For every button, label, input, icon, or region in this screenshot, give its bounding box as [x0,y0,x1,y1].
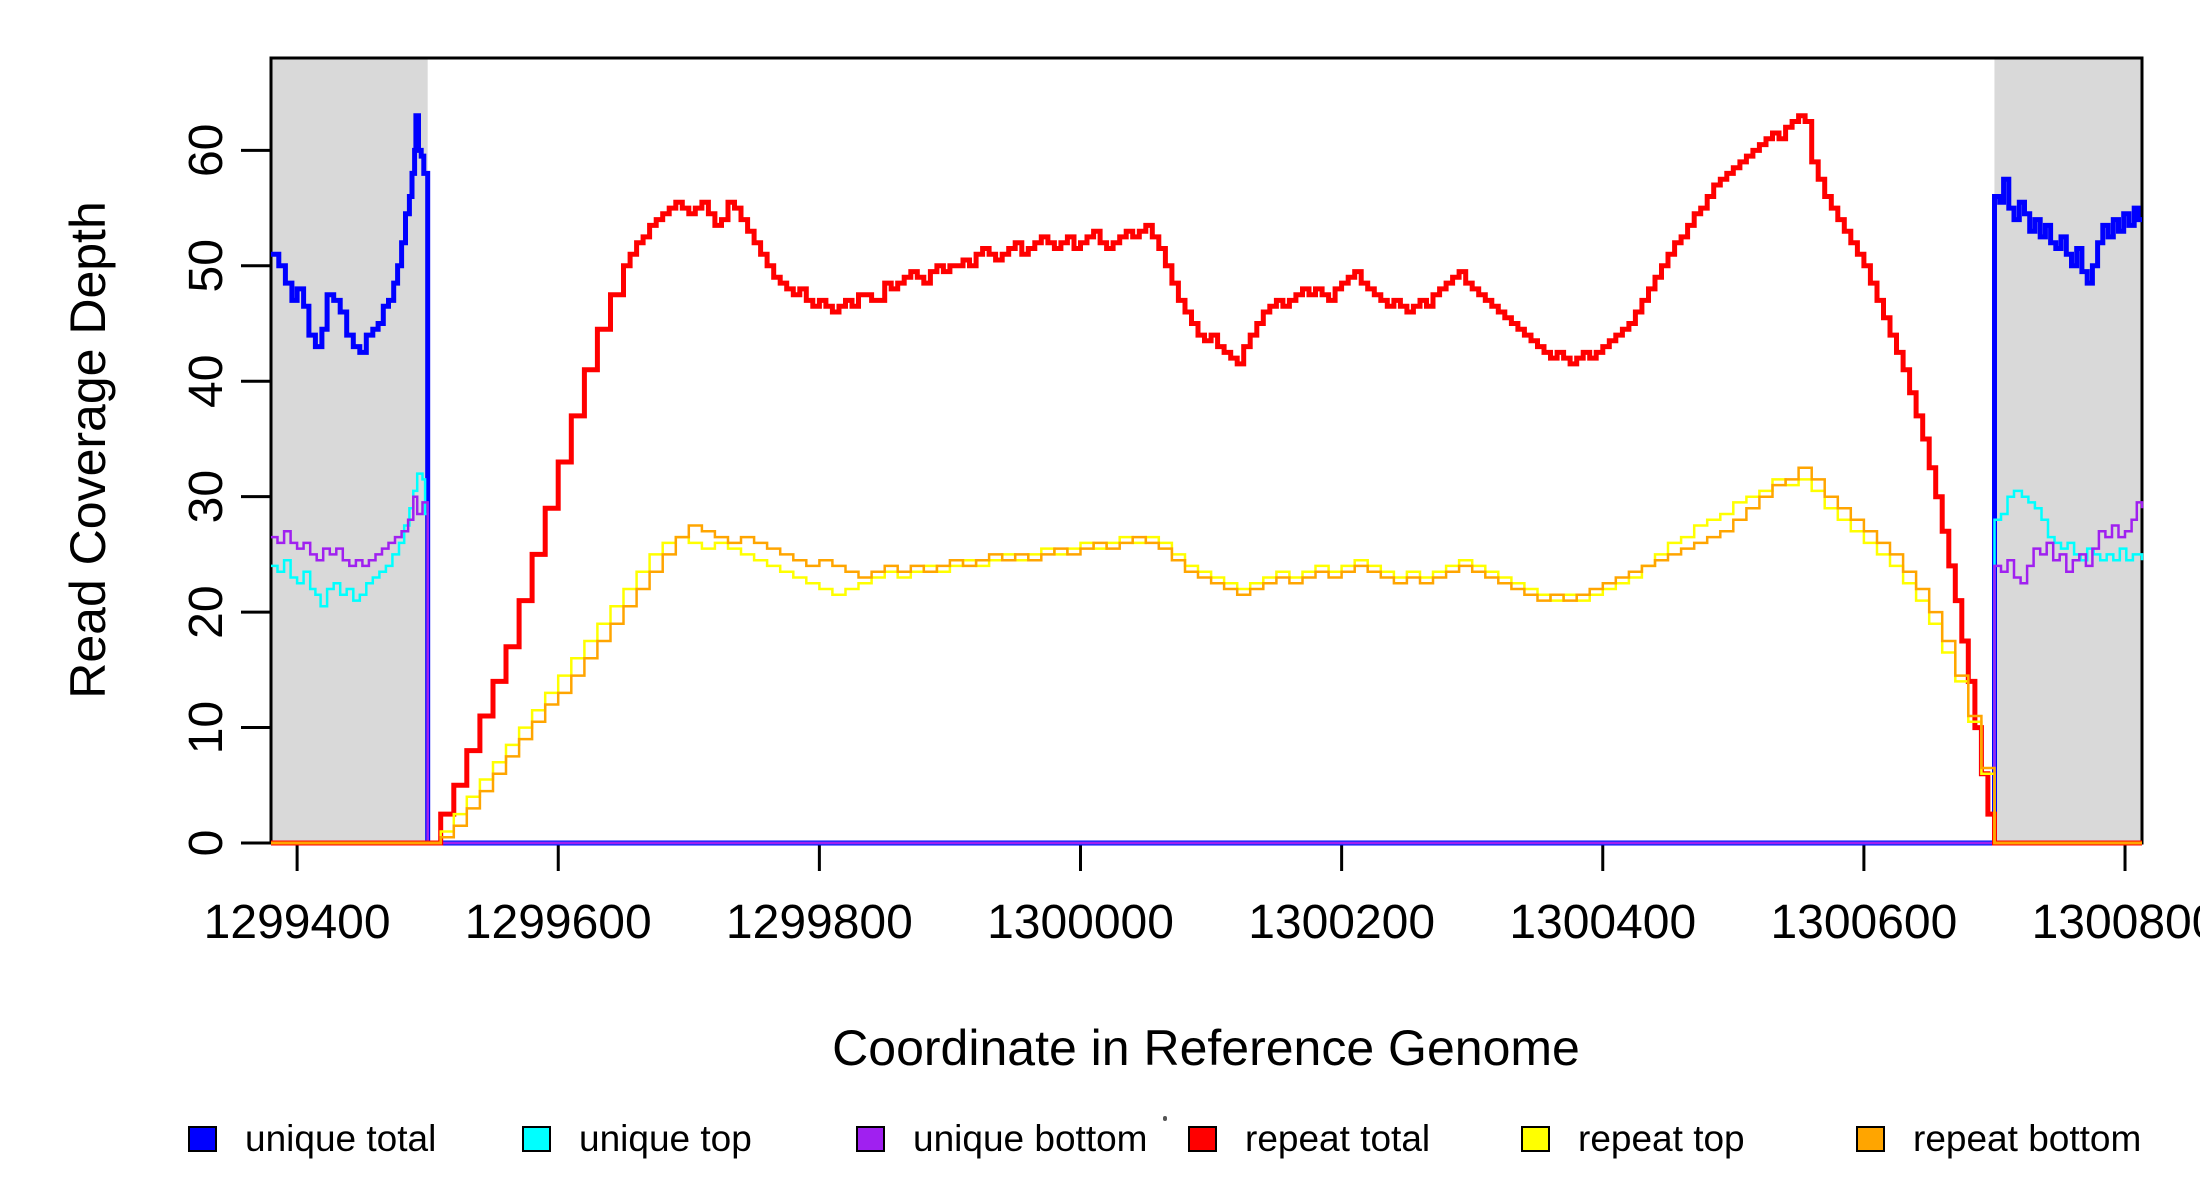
y-tick-label: 40 [180,355,233,408]
legend-label: repeat top [1578,1118,1745,1159]
unique-flank-left [271,58,428,843]
unique-flank-right [1994,58,2142,843]
legend-item-repeat-bottom: repeat bottom [1856,1118,2141,1160]
series-line-unique-top [271,472,2144,845]
legend-item-unique-top: unique top [522,1118,752,1160]
series-line-repeat-top [271,478,2142,845]
y-axis-title: Read Coverage Depth [60,201,116,699]
y-tick-label: 10 [180,701,233,754]
legend-label: unique total [245,1118,437,1159]
legend-item-repeat-top: repeat top [1521,1118,1745,1160]
x-tick-label: 1299400 [204,896,391,949]
x-axis-title: Coordinate in Reference Genome [832,1020,1580,1076]
plot-box [269,56,2144,845]
legend-swatch-unique-top [522,1126,551,1152]
x-tick-label: 1300400 [1509,896,1696,949]
legend-swatch-repeat-bottom [1856,1126,1885,1152]
legend-item-unique-total: unique total [188,1118,436,1160]
x-tick-label: 1299800 [726,896,913,949]
series-line-repeat-total [271,113,2142,846]
series-line-unique-bottom [271,495,2144,845]
legend-label: unique top [579,1118,752,1159]
x-tick-label: 1300600 [1770,896,1957,949]
legend-label: unique bottom [913,1118,1148,1159]
legend-swatch-repeat-total [1188,1126,1217,1152]
legend-swatch-repeat-top [1521,1126,1550,1152]
y-tick-label: 30 [180,470,233,523]
y-tick-label: 20 [180,585,233,638]
legend-item-unique-bottom: unique bottom [856,1118,1148,1160]
x-tick-label: 1300800 [2032,896,2200,949]
x-tick-label: 1299600 [465,896,652,949]
y-tick-label: 60 [180,124,233,177]
legend-swatch-unique-bottom [856,1126,885,1152]
legend-label: repeat total [1245,1118,1431,1159]
series-line-unique-total [271,113,2142,846]
legend-label: repeat bottom [1913,1118,2142,1159]
series-line-repeat-bottom [271,466,2142,845]
x-tick-label: 1300200 [1248,896,1435,949]
y-tick-label: 0 [180,830,233,857]
stray-mark [1163,1116,1167,1121]
y-tick-label: 50 [180,239,233,292]
legend-swatch-unique-total [188,1126,217,1152]
legend-item-repeat-total: repeat total [1188,1118,1430,1160]
x-tick-label: 1300000 [987,896,1174,949]
